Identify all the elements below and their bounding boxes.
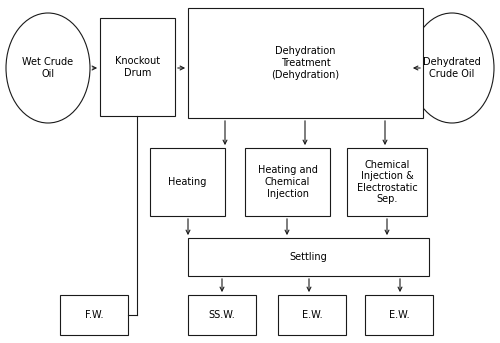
Text: Knockout
Drum: Knockout Drum bbox=[115, 56, 160, 78]
Text: Settling: Settling bbox=[290, 252, 328, 262]
Bar bbox=[347, 148, 427, 216]
Bar bbox=[188, 238, 429, 276]
Bar bbox=[278, 295, 346, 335]
Text: SS.W.: SS.W. bbox=[208, 310, 236, 320]
Bar bbox=[245, 148, 330, 216]
Text: E.W.: E.W. bbox=[388, 310, 409, 320]
Text: Dehydrated
Crude Oil: Dehydrated Crude Oil bbox=[423, 57, 481, 79]
Bar bbox=[365, 295, 433, 335]
Ellipse shape bbox=[6, 13, 90, 123]
Bar bbox=[60, 295, 128, 335]
Text: Wet Crude
Oil: Wet Crude Oil bbox=[22, 57, 74, 79]
Text: Heating: Heating bbox=[168, 177, 206, 187]
Text: Chemical
Injection &
Electrostatic
Sep.: Chemical Injection & Electrostatic Sep. bbox=[356, 159, 418, 204]
Text: F.W.: F.W. bbox=[85, 310, 103, 320]
Bar bbox=[100, 18, 175, 116]
Ellipse shape bbox=[410, 13, 494, 123]
Text: E.W.: E.W. bbox=[302, 310, 322, 320]
Text: Dehydration
Treatment
(Dehydration): Dehydration Treatment (Dehydration) bbox=[272, 46, 340, 80]
Bar bbox=[188, 295, 256, 335]
Text: Heating and
Chemical
Injection: Heating and Chemical Injection bbox=[258, 165, 318, 199]
Bar bbox=[188, 8, 423, 118]
Bar bbox=[150, 148, 225, 216]
